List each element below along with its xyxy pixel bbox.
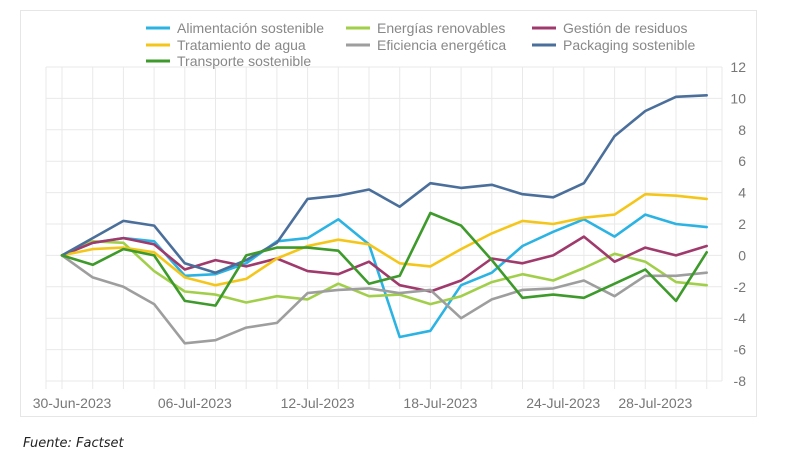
legend-label: Packaging sostenible [563,37,696,53]
series-line-eficiencia-energetica [60,254,709,345]
legend-item-packaging-sostenible: Packaging sostenible [532,37,696,53]
legend-item-alimentacion-sostenible: Alimentación sostenible [146,20,324,36]
series-line-gestion-de-residuos [60,235,709,293]
y-tick-label: 8 [738,122,746,138]
legend-label: Energías renovables [377,20,505,36]
y-tick-label: 4 [738,185,746,201]
x-tick-label: 18-Jul-2023 [403,395,477,411]
y-tick-label: -2 [734,279,747,295]
y-tick-label: 10 [730,90,746,106]
y-tick-label: -8 [734,373,747,389]
x-tick-label: 30-Jun-2023 [33,395,112,411]
y-tick-label: 2 [738,216,746,232]
legend-item-energias-renovables: Energías renovables [346,20,505,36]
y-tick-label: 12 [730,59,746,75]
grid [45,66,723,389]
x-tick-label: 28-Jul-2023 [618,395,692,411]
legend-label: Alimentación sostenible [177,20,324,36]
source-note: Fuente: Factset [23,436,124,451]
series-line-packaging-sostenible [60,94,709,275]
y-tick-label: 6 [738,153,746,169]
legend-label: Tratamiento de agua [177,37,306,53]
x-tick-label: 24-Jul-2023 [526,395,600,411]
legend-item-eficiencia-energetica: Eficiencia energética [346,37,506,53]
legend-label: Eficiencia energética [377,37,506,53]
y-tick-label: -4 [734,310,747,326]
series-line-tratamiento-de-agua [60,192,709,287]
axes: 12 10 8 6 4 2 0 -2 -4 -6 -8 30-Jun-2023 06-Jul-2023 1… [33,59,747,411]
x-tick-label: 12-Jul-2023 [281,395,355,411]
legend-label: Transporte sostenible [177,53,311,69]
series-line-transporte-sostenible [60,211,709,307]
series-line-energias-renovables [60,240,709,306]
legend-item-gestion-de-residuos: Gestión de residuos [532,20,688,36]
x-tick-label: 06-Jul-2023 [158,395,232,411]
legend: Alimentación sostenible Energías renovabl… [146,20,696,69]
legend-label: Gestión de residuos [563,20,688,36]
y-tick-label: -6 [734,342,747,358]
series-lines [60,94,709,345]
legend-item-transporte-sostenible: Transporte sostenible [146,53,311,69]
y-tick-label: 0 [738,247,746,263]
legend-item-tratamiento-de-agua: Tratamiento de agua [146,37,306,53]
